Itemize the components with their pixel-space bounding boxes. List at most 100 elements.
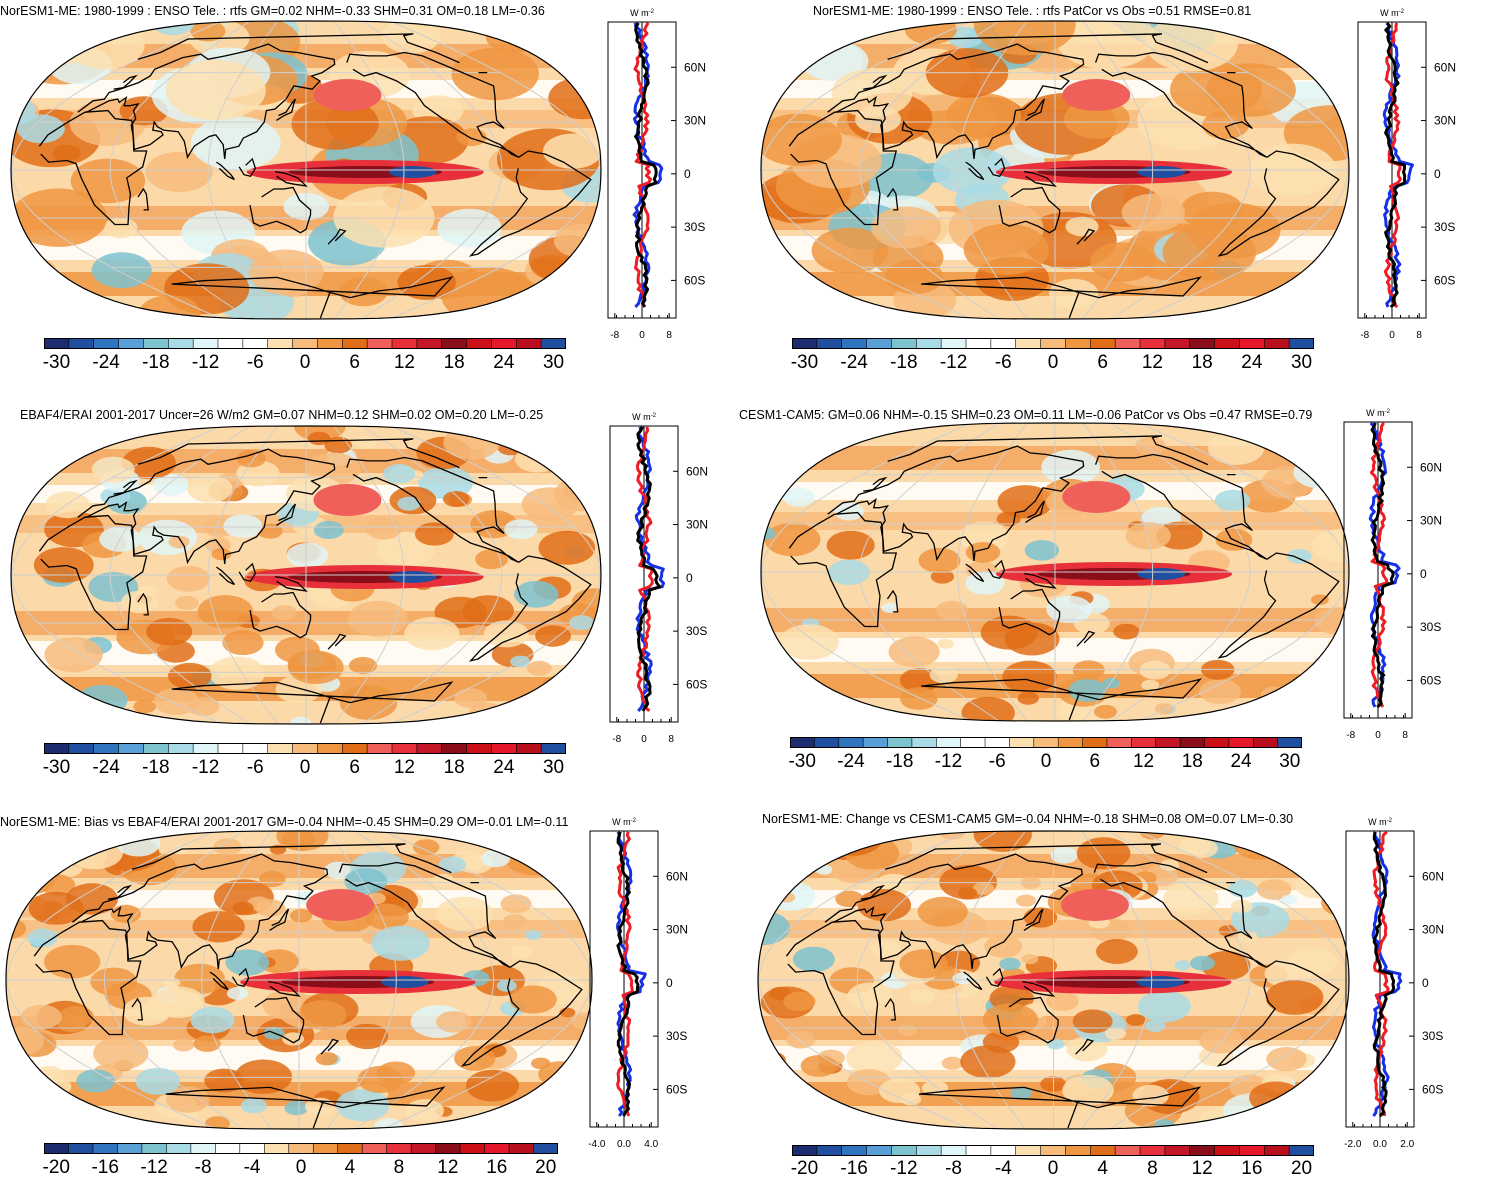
colorbar-swatch [143, 338, 169, 349]
shade-blob [286, 542, 329, 568]
shade-blob [558, 426, 601, 454]
coastline-nz [1076, 630, 1096, 647]
colorbar-label: 0 [1040, 751, 1052, 772]
coastline-greenland [137, 33, 460, 64]
colorbar-swatch [1189, 1145, 1215, 1156]
colorbar-swatch [491, 338, 517, 349]
coastline-samerica [468, 555, 592, 662]
shade-blob [758, 1051, 786, 1069]
north-pacific-anomaly [306, 889, 375, 921]
colorbar-label: -8 [945, 1158, 963, 1179]
colorbar-swatch [267, 338, 293, 349]
shade-blob [1125, 522, 1171, 550]
shade-blob [222, 630, 264, 656]
enso-blue-core [1136, 976, 1185, 988]
shade-blob [929, 666, 958, 684]
colorbar-swatch [317, 338, 343, 349]
shade-blob [783, 991, 816, 1011]
shade-blob [1260, 686, 1289, 704]
colorbar-swatch [1264, 338, 1290, 349]
colorbar-swatch [1239, 338, 1265, 349]
shade-blob [451, 47, 539, 101]
shade-blob [34, 1104, 60, 1120]
coastline-newguinea [1023, 170, 1057, 187]
longitude-gridline [1112, 21, 1251, 319]
colorbar-swatch [1040, 338, 1066, 349]
colorbar-swatch [990, 1145, 1017, 1156]
colorbar-swatch [367, 338, 393, 349]
shade-blob [509, 945, 532, 959]
colorbar-swatch [466, 338, 492, 349]
shade-blob [365, 517, 403, 540]
shade-blob [27, 928, 58, 947]
coastline-greenland [137, 438, 460, 469]
coastline-uk [107, 884, 133, 900]
colorbar-swatch [1090, 338, 1116, 349]
coastline-japan [276, 98, 297, 121]
shade-blob [531, 1057, 551, 1070]
colorbar-label: -12 [191, 757, 220, 778]
longitude-gridline [856, 831, 997, 1129]
colorbar-swatch [411, 1143, 437, 1154]
shade-blob [412, 839, 440, 856]
shade-blob [496, 979, 517, 992]
shade-blob [1015, 894, 1036, 907]
colorbar-swatch [516, 338, 542, 349]
colorbar-label: 12 [1191, 1158, 1213, 1179]
coastline-japan [1025, 500, 1046, 523]
shade-blob [76, 684, 128, 716]
shade-blob [937, 638, 954, 649]
shade-blob [11, 677, 39, 710]
enso-blue-core [1137, 568, 1186, 580]
shade-blob [790, 831, 846, 854]
colorbar-label: 6 [1097, 352, 1108, 373]
shade-blob [1126, 1014, 1146, 1026]
north-pacific-anomaly [313, 79, 382, 111]
shade-blob [50, 858, 83, 878]
shade-blob [761, 698, 793, 721]
shade-blob [952, 972, 972, 985]
zonal-mean-plot: W m-2 60N 30N 0 30S 60S -8 0 8 [1343, 408, 1442, 741]
zonal-xtick-label: -8 [612, 734, 621, 745]
colorbar-label: -24 [92, 757, 120, 778]
shade-blob [415, 522, 454, 546]
colorbar-swatch [416, 338, 443, 349]
colorbar-label: 16 [1241, 1158, 1263, 1179]
longitude-gridline [954, 831, 1026, 1129]
colorbar-label: -6 [994, 352, 1012, 373]
shade-blob [137, 519, 198, 556]
colorbar-swatch [1228, 737, 1254, 748]
shade-blob [335, 1089, 390, 1122]
colorbar-swatch [887, 737, 913, 748]
colorbar-label: 12 [1141, 352, 1163, 373]
colorbar-swatch [118, 743, 144, 754]
colorbar-swatch [168, 338, 194, 349]
shade-blob [357, 1066, 403, 1093]
shade-blob [835, 890, 864, 908]
panel-title: NorESM1-ME: 1980-1999 : ENSO Tele. : rtf… [813, 4, 1252, 18]
colorbar-swatch [1115, 338, 1141, 349]
coastline-africa [38, 109, 148, 226]
coastline-greenland [885, 843, 1208, 874]
zonal-xtick-label: -2.0 [1344, 1139, 1362, 1150]
colorbar-label: 0 [1047, 352, 1059, 373]
longitude-gridline [859, 21, 998, 319]
zonal-curve-black [1384, 22, 1407, 309]
colorbar-swatch [193, 338, 219, 349]
shade-blob [509, 985, 557, 1014]
shade-blob [289, 909, 313, 923]
zonal-ytick-label: 0 [684, 167, 691, 181]
shade-blob [442, 491, 470, 507]
zonal-xtick-label: 8 [1416, 330, 1422, 341]
shade-blob [307, 431, 331, 446]
shade-blob [520, 291, 573, 319]
shade-blob [52, 144, 81, 162]
coastline-eurasia [824, 853, 1083, 970]
shade-blob [168, 662, 212, 690]
colorbar-swatch [1058, 737, 1083, 748]
coastline-samerica [1217, 150, 1340, 257]
shade-blob [1041, 449, 1100, 485]
longitude-gridline [1081, 831, 1153, 1129]
zonal-ytick-label: 30N [1420, 514, 1442, 528]
shade-blob [271, 605, 297, 621]
